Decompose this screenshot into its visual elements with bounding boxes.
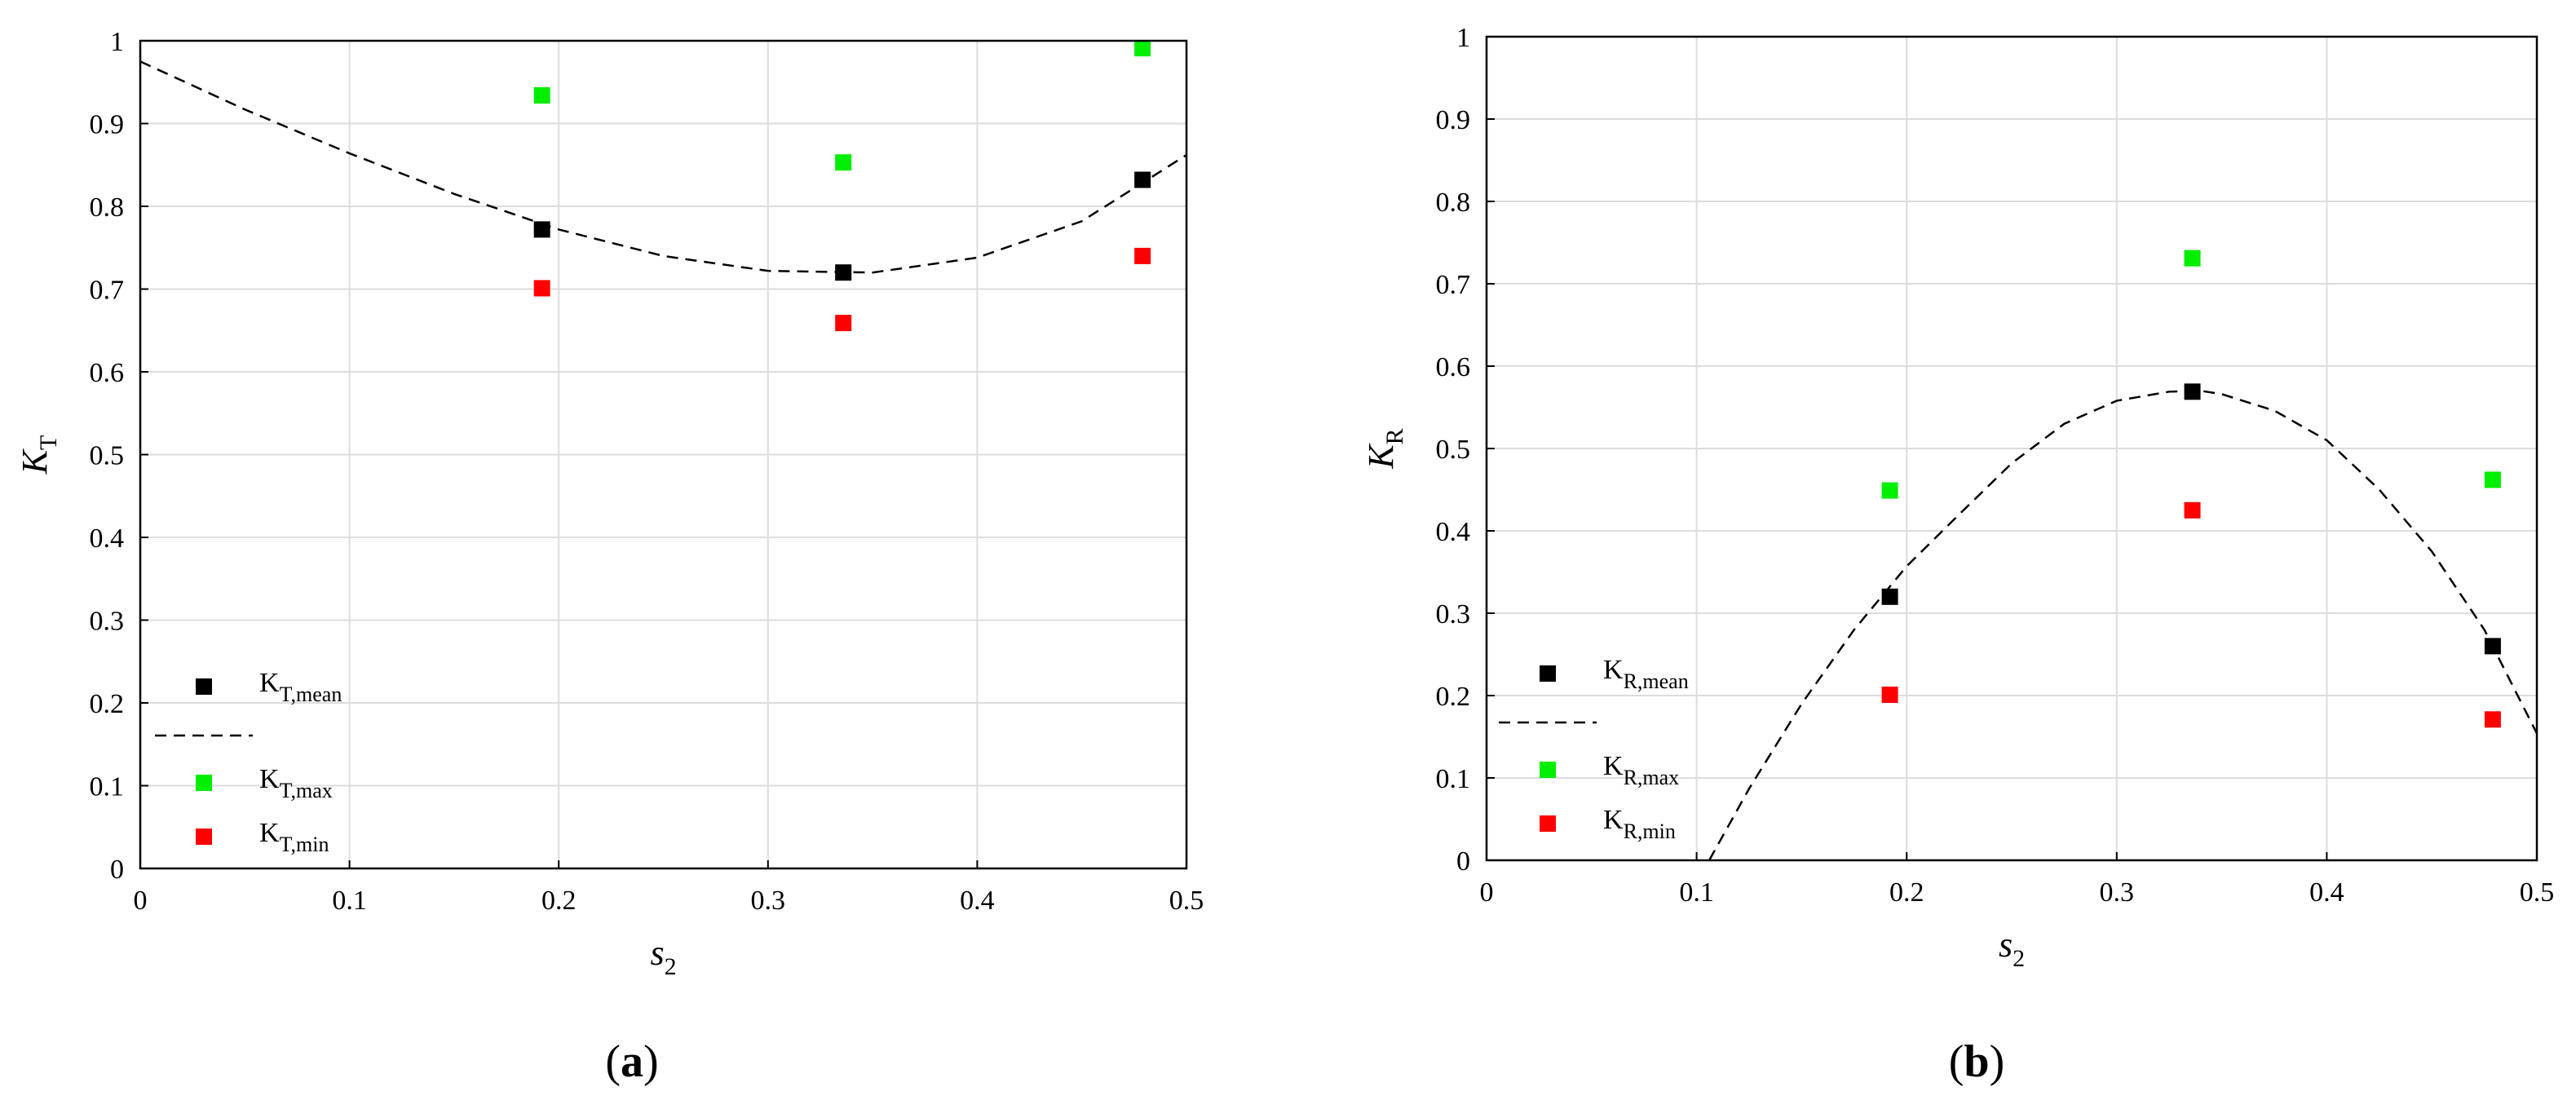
legend: KT,mean KT,max KT,min: [155, 668, 342, 856]
x-tick-label: 0: [134, 886, 148, 916]
y-axis-label: KT: [15, 435, 62, 475]
panel-label: (a): [605, 1036, 658, 1087]
data-point: [1881, 686, 1898, 703]
data-point: [2184, 250, 2201, 267]
y-tick-label: 0.3: [90, 607, 125, 637]
legend-label: KT,mean: [259, 668, 342, 706]
y-tick-label: 0.5: [1436, 435, 1471, 465]
y-tick-label: 0.2: [90, 689, 125, 719]
y-tick-label: 0.4: [1436, 517, 1471, 547]
y-tick-label: 0.8: [90, 192, 125, 223]
legend-label: KR,mean: [1603, 655, 1689, 693]
x-axis-label: s2: [650, 933, 676, 980]
y-axis-label: KR: [1361, 428, 1408, 469]
data-point: [2484, 471, 2501, 488]
y-tick-label: 0.8: [1436, 188, 1471, 218]
y-tick-label: 0.1: [90, 772, 125, 802]
legend: KR,mean KR,max KR,min: [1499, 655, 1689, 843]
x-tick-label: 0.5: [2520, 877, 2555, 908]
legend-label: KT,min: [259, 818, 329, 856]
data-point: [2484, 711, 2501, 728]
x-tick-label: 0.5: [1169, 886, 1204, 916]
y-tick-label: 0.7: [90, 276, 125, 306]
fit-curve: [1708, 390, 2537, 860]
y-tick-label: 0.5: [90, 441, 125, 471]
chart-panel-a: 0 0.1 0.2 0.3 0.4 0.5 0 0.1 0.2 0.3 0.4 0.5 0.6 0.7 0.…: [15, 27, 1204, 1087]
y-tick-label: 0.7: [1436, 270, 1471, 300]
data-point: [533, 280, 550, 297]
y-tick-label: 1: [1456, 23, 1470, 53]
fit-curve: [140, 60, 1186, 274]
chart-panel-b: 0 0.1 0.2 0.3 0.4 0.5 0 0.1 0.2 0.3 0.4 0.5 0.6 0.7 0.…: [1361, 23, 2554, 1087]
data-point: [1134, 247, 1151, 264]
data-point: [1881, 482, 1898, 499]
legend-label: KR,min: [1603, 805, 1676, 843]
legend-marker-swatch: [196, 775, 212, 791]
data-point: [2184, 501, 2201, 519]
y-tick-label: 0.9: [90, 110, 125, 140]
x-tick-label: 0.4: [2309, 877, 2344, 908]
data-point: [835, 154, 852, 171]
x-tick-label: 0.4: [960, 886, 995, 916]
y-tick-label: 0.9: [1436, 105, 1471, 135]
data-point: [1881, 588, 1898, 605]
y-tick-label: 0.3: [1436, 599, 1471, 630]
legend-marker-swatch: [196, 828, 212, 845]
x-tick-label: 0: [1480, 877, 1494, 908]
legend-marker-swatch: [1540, 665, 1556, 682]
plot-frame: [139, 39, 1188, 870]
y-tick-label: 0.1: [1436, 764, 1471, 794]
data-point: [1134, 40, 1151, 57]
y-tick-label: 0: [1456, 846, 1470, 877]
legend-label: KT,max: [259, 764, 333, 802]
data-point: [835, 315, 852, 332]
y-tick-label: 0.6: [90, 358, 125, 388]
panel-label: (b): [1949, 1036, 2004, 1087]
y-tick-label: 0: [110, 855, 124, 885]
x-tick-label: 0.3: [2100, 877, 2135, 908]
plot-frame: [1485, 35, 2538, 862]
y-tick-label: 1: [110, 27, 124, 57]
x-tick-label: 0.2: [541, 886, 577, 916]
x-tick-label: 0.3: [751, 886, 786, 916]
data-point: [533, 86, 550, 104]
y-tick-label: 0.2: [1436, 682, 1471, 712]
x-tick-label: 0.2: [1889, 877, 1924, 908]
legend-label: KR,max: [1603, 751, 1679, 789]
x-tick-label: 0.1: [332, 886, 367, 916]
y-tick-label: 0.6: [1436, 352, 1471, 382]
legend-marker-swatch: [1540, 815, 1556, 832]
legend-marker-swatch: [1540, 762, 1556, 778]
data-point: [1134, 171, 1151, 188]
legend-marker-swatch: [196, 678, 212, 695]
x-axis-label: s2: [1999, 925, 2025, 972]
x-tick-label: 0.1: [1679, 877, 1714, 908]
y-tick-label: 0.4: [90, 524, 125, 554]
